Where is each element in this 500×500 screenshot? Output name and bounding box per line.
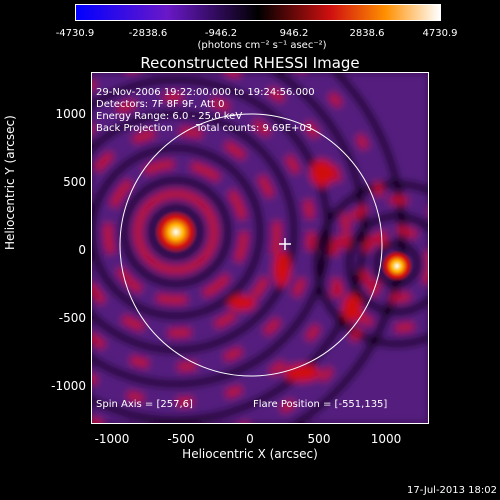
total-counts-label: Total counts: 9.69E+03 xyxy=(196,123,313,134)
image-plot: 29-Nov-2006 19:22:00.000 to 19:24:56.000… xyxy=(91,72,429,424)
detectors-label: Detectors: 7F 8F 9F, Att 0 xyxy=(96,99,225,110)
colorbar-tick: -4730.9 xyxy=(55,28,95,39)
rhessi-image xyxy=(92,73,428,423)
energy-range-label: Energy Range: 6.0 - 25.0 keV xyxy=(96,111,243,122)
y-tick-label: 1000 xyxy=(55,107,86,121)
y-tick-label: 500 xyxy=(63,175,86,189)
method-label: Back Projection xyxy=(96,123,173,134)
flare-position-label: Flare Position = [-551,135] xyxy=(253,399,388,410)
time-range-label: 29-Nov-2006 19:22:00.000 to 19:24:56.000 xyxy=(96,87,315,98)
x-tick-label: 0 xyxy=(246,432,254,446)
colorbar-tick: 2838.6 xyxy=(349,28,385,39)
image-title: Reconstructed RHESSI Image xyxy=(140,54,360,72)
y-axis-label: Heliocentric Y (arcsec) xyxy=(3,115,17,250)
spin-axis-label: Spin Axis = [257,6] xyxy=(96,399,193,410)
colorbar-tick: 4730.9 xyxy=(422,28,458,39)
x-tick-label: -1000 xyxy=(94,432,130,446)
y-tick-label: 0 xyxy=(78,243,86,257)
x-tick-label: 1000 xyxy=(370,432,402,446)
colorbar-tick: -2838.6 xyxy=(128,28,168,39)
x-tick-label: 500 xyxy=(307,432,331,446)
colorbar-tick: -946.2 xyxy=(204,28,238,39)
colorbar-units: (photons cm⁻² s⁻¹ asec⁻²) xyxy=(197,40,327,51)
y-tick-label: -500 xyxy=(58,311,86,325)
y-tick-label: -1000 xyxy=(51,379,86,393)
colorbar xyxy=(75,4,441,21)
x-tick-label: -500 xyxy=(167,432,195,446)
x-axis-label: Heliocentric X (arcsec) xyxy=(182,447,318,461)
colorbar-tick: 946.2 xyxy=(279,28,309,39)
timestamp: 17-Jul-2013 18:02 xyxy=(406,485,497,496)
